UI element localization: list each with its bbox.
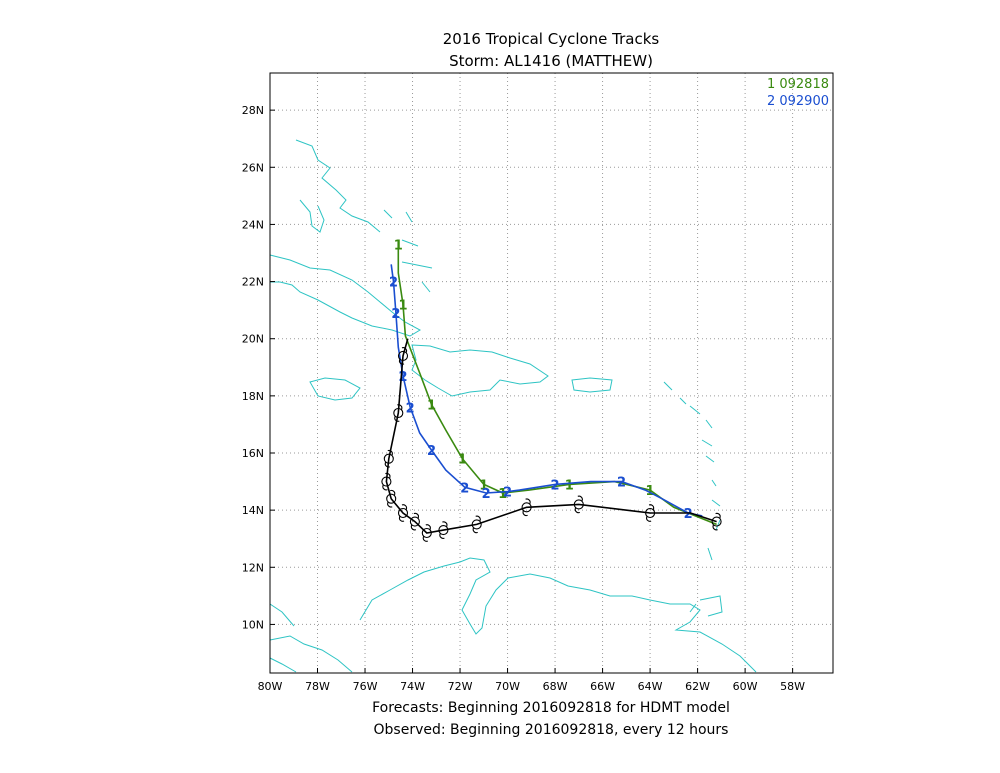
hurricane-symbol-icon <box>383 449 394 468</box>
track-point-label: 2 <box>460 481 469 496</box>
coastline-central-america <box>269 603 297 673</box>
hurricane-symbol-icon <box>438 521 449 539</box>
x-tick-label: 78W <box>305 680 330 693</box>
grid-layer <box>270 73 833 673</box>
legend-entry: 2 092900 <box>767 94 829 109</box>
x-tick-label: 66W <box>590 680 615 693</box>
track-line <box>390 264 703 517</box>
track-point-label: 1 <box>565 478 574 493</box>
x-tick-label: 60W <box>733 680 758 693</box>
track-point-label: 1 <box>427 398 436 413</box>
track-point-label: 2 <box>427 444 436 459</box>
hurricane-symbol-icon <box>521 498 532 517</box>
track-point-label: 1 <box>479 478 488 493</box>
track-point-label: 1 <box>458 453 467 468</box>
y-tick-label: 12N <box>242 561 264 574</box>
legend-entry: 1 092818 <box>767 77 829 92</box>
hurricane-symbol-icon <box>381 472 392 491</box>
coastline-layer <box>269 139 757 673</box>
track-point-label: 2 <box>389 276 398 291</box>
hurricane-symbol-icon <box>573 495 584 514</box>
track-point-label: 1 <box>646 484 655 499</box>
chart-title: 2016 Tropical Cyclone Tracks <box>443 30 660 48</box>
coastline-jamaica <box>309 377 361 401</box>
hurricane-symbol-icon <box>397 504 409 522</box>
track-point-label: 1 <box>399 298 408 313</box>
track-point-label: 2 <box>617 476 626 491</box>
track-line <box>385 338 717 534</box>
coastline-cuba <box>269 254 422 337</box>
plot-frame <box>269 72 834 674</box>
x-tick-label: 62W <box>685 680 710 693</box>
y-tick-label: 24N <box>242 218 264 231</box>
legend: 1 092818 2 092900 <box>767 77 829 109</box>
y-tick-label: 18N <box>242 390 264 403</box>
track-point-label: 2 <box>406 401 415 416</box>
hurricane-symbol-icon <box>386 489 397 508</box>
track-point-label: 1 <box>498 487 507 502</box>
x-tick-label: 76W <box>353 680 378 693</box>
y-tick-label: 14N <box>242 504 264 517</box>
y-tick-label: 22N <box>242 276 264 289</box>
coastline-puerto-rico <box>571 377 613 393</box>
x-axis-ticks: 80W 78W 76W 74W 72W 70W 68W 66W 64W 62W 60W 58W <box>258 668 805 693</box>
coastline-lesser-antilles <box>663 381 723 617</box>
x-tick-label: 70W <box>495 680 520 693</box>
footer-forecasts: Forecasts: Beginning 2016092818 for HDMT… <box>372 700 730 716</box>
x-tick-label: 74W <box>400 680 425 693</box>
track-point-label: 2 <box>551 478 560 493</box>
hurricane-symbol-icon <box>397 347 409 365</box>
track-point-label: 2 <box>482 487 491 502</box>
hurricane-symbol-icon <box>645 504 656 522</box>
y-tick-label: 28N <box>242 104 264 117</box>
track-point-label: 2 <box>399 370 408 385</box>
hurricane-symbol-icon <box>421 524 432 542</box>
x-tick-label: 72W <box>448 680 473 693</box>
chart-subtitle: Storm: AL1416 (MATTHEW) <box>449 52 653 70</box>
footer-observed: Observed: Beginning 2016092818, every 12… <box>374 722 729 738</box>
y-tick-label: 16N <box>242 447 264 460</box>
coastline-hispaniola <box>411 344 549 397</box>
x-tick-label: 58W <box>780 680 805 693</box>
hurricane-symbol-icon <box>393 404 404 422</box>
x-tick-label: 68W <box>543 680 568 693</box>
coastline-bahamas <box>295 139 433 293</box>
hurricane-symbol-icon <box>711 512 722 531</box>
y-tick-label: 26N <box>242 161 264 174</box>
y-tick-label: 10N <box>242 618 264 631</box>
x-tick-label: 64W <box>638 680 663 693</box>
coastline-south-america <box>269 557 757 673</box>
hurricane-symbol-icon <box>471 515 482 534</box>
x-tick-label: 80W <box>258 680 283 693</box>
hurricane-symbol-icon <box>409 512 420 531</box>
track-point-label: 2 <box>391 307 400 322</box>
y-axis-ticks: 10N 12N 14N 16N 18N 20N 22N 24N 26N 28N <box>242 104 275 631</box>
track-point-label: 2 <box>503 486 512 501</box>
track-series <box>381 338 722 542</box>
track-point-label: 1 <box>394 238 403 253</box>
y-tick-label: 20N <box>242 333 264 346</box>
track-point-label: 2 <box>684 507 693 522</box>
